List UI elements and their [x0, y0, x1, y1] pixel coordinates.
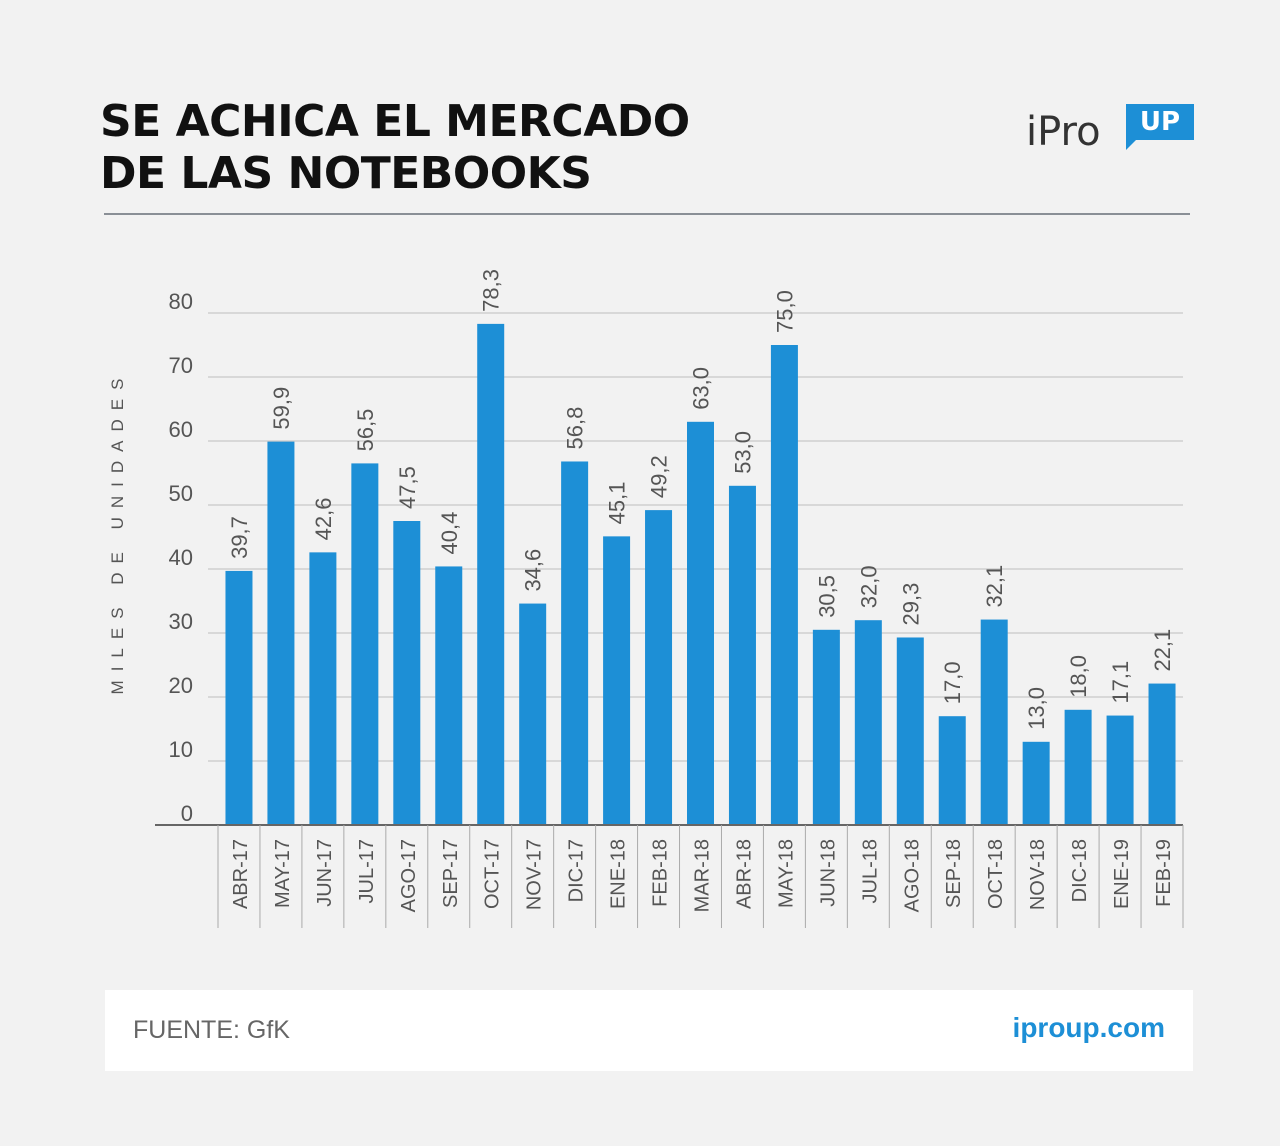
data-label: 53,0 — [730, 431, 755, 474]
header-divider — [104, 213, 1190, 215]
bar — [351, 463, 379, 825]
bar — [519, 603, 547, 825]
x-tick-label: ABR-18 — [733, 839, 755, 909]
x-tick-label: JUL-17 — [356, 839, 378, 903]
bar — [1022, 741, 1050, 825]
y-tick-label: 30 — [169, 609, 193, 634]
y-tick-label: 40 — [169, 545, 193, 570]
chart-title: SE ACHICA EL MERCADO DE LAS NOTEBOOKS — [100, 96, 690, 200]
bar — [561, 461, 589, 825]
bar — [728, 485, 756, 825]
data-label: 59,9 — [269, 387, 294, 430]
x-tick-label: MAY-18 — [775, 839, 797, 908]
x-tick-label: DIC-18 — [1069, 839, 1091, 902]
bar — [393, 521, 421, 825]
bar — [980, 619, 1008, 825]
y-tick-label: 60 — [169, 417, 193, 442]
source-note: FUENTE: GfK — [133, 1016, 290, 1044]
y-tick-label: 0 — [181, 801, 193, 826]
bar — [770, 345, 798, 825]
bar — [1148, 683, 1176, 825]
x-tick-label: MAY-17 — [272, 839, 294, 908]
chart-title-line-1: SE ACHICA EL MERCADO — [100, 96, 690, 147]
logo-badge-tail — [1126, 140, 1136, 150]
data-label: 45,1 — [605, 482, 630, 525]
x-tick-label: JUN-18 — [817, 839, 839, 907]
x-tick-label: SEP-17 — [440, 839, 462, 908]
data-label: 40,4 — [437, 512, 462, 555]
data-label-layer: 39,7 59,9 42,6 56,5 47,5 40,4 78,3 34,6 56,8 45,1… — [227, 269, 1175, 730]
x-tick-label: OCT-17 — [482, 839, 504, 909]
data-label: 34,6 — [521, 549, 546, 592]
bar — [645, 510, 673, 825]
data-label: 32,0 — [856, 565, 881, 608]
bar — [687, 421, 714, 825]
footer-panel: FUENTE: GfK iproup.com — [105, 990, 1193, 1071]
data-label: 39,7 — [227, 516, 252, 559]
data-label: 18,0 — [1066, 655, 1091, 698]
x-tick-label: FEB-18 — [650, 839, 672, 907]
y-tick-label: 20 — [169, 673, 193, 698]
x-tick-label: JUL-18 — [859, 839, 881, 903]
bar — [896, 637, 924, 825]
x-tick-label: ENE-18 — [608, 839, 630, 909]
iproup-logo: iPro UP — [1026, 104, 1196, 160]
x-tick-label: MAR-18 — [692, 839, 714, 912]
y-tick-label: 80 — [169, 289, 193, 314]
data-label: 30,5 — [814, 575, 839, 618]
y-axis-label: MILES DE UNIDADES — [108, 370, 127, 695]
bar — [603, 536, 631, 825]
axis-layer: 0 10 20 30 40 50 60 70 80 MILES DE UNIDADES ABR-17… — [108, 289, 1184, 928]
data-label: 63,0 — [689, 367, 714, 410]
data-label: 56,5 — [353, 409, 378, 452]
bar — [1064, 709, 1092, 825]
x-tick-label: DIC-17 — [566, 839, 588, 902]
x-tick-label: NOV-17 — [524, 839, 546, 910]
bar — [1106, 715, 1134, 825]
y-tick-label: 70 — [169, 353, 193, 378]
data-label: 78,3 — [479, 269, 504, 312]
x-tick-label: OCT-18 — [985, 839, 1007, 909]
bar-chart: 39,7 59,9 42,6 56,5 47,5 40,4 78,3 34,6 56,8 45,1… — [108, 269, 1184, 928]
y-tick-label: 10 — [169, 737, 193, 762]
data-label: 13,0 — [1024, 687, 1049, 730]
x-tick-label: ABR-17 — [230, 839, 252, 909]
data-label: 47,5 — [395, 466, 420, 509]
data-label: 29,3 — [898, 583, 923, 626]
bar — [435, 566, 463, 825]
logo-text: iPro — [1026, 109, 1101, 155]
data-label: 49,2 — [647, 455, 672, 498]
bar — [267, 441, 295, 825]
x-tick-label: SEP-18 — [943, 839, 965, 908]
data-label: 75,0 — [772, 290, 797, 333]
data-label: 32,1 — [982, 565, 1007, 608]
bar — [938, 716, 966, 825]
x-tick-label: NOV-18 — [1027, 839, 1049, 910]
data-label: 56,8 — [563, 407, 588, 450]
data-label: 17,0 — [940, 661, 965, 704]
bar — [812, 629, 840, 825]
data-label: 17,1 — [1108, 661, 1133, 704]
x-tick-label: ENE-19 — [1111, 839, 1133, 909]
bar — [309, 552, 337, 825]
data-label: 22,1 — [1150, 629, 1175, 672]
chart-title-line-2: DE LAS NOTEBOOKS — [100, 148, 592, 199]
bar — [225, 570, 253, 825]
x-tick-label: AGO-18 — [901, 839, 923, 912]
y-tick-label: 50 — [169, 481, 193, 506]
bar-layer — [225, 323, 1176, 825]
bar — [854, 620, 882, 825]
data-label: 42,6 — [311, 498, 336, 541]
x-tick-label: JUN-17 — [314, 839, 336, 907]
site-link[interactable]: iproup.com — [1012, 1012, 1165, 1043]
bar — [477, 323, 505, 825]
x-tick-label: FEB-19 — [1153, 839, 1175, 907]
x-tick-label: AGO-17 — [398, 839, 420, 912]
logo-badge: UP — [1126, 104, 1194, 140]
